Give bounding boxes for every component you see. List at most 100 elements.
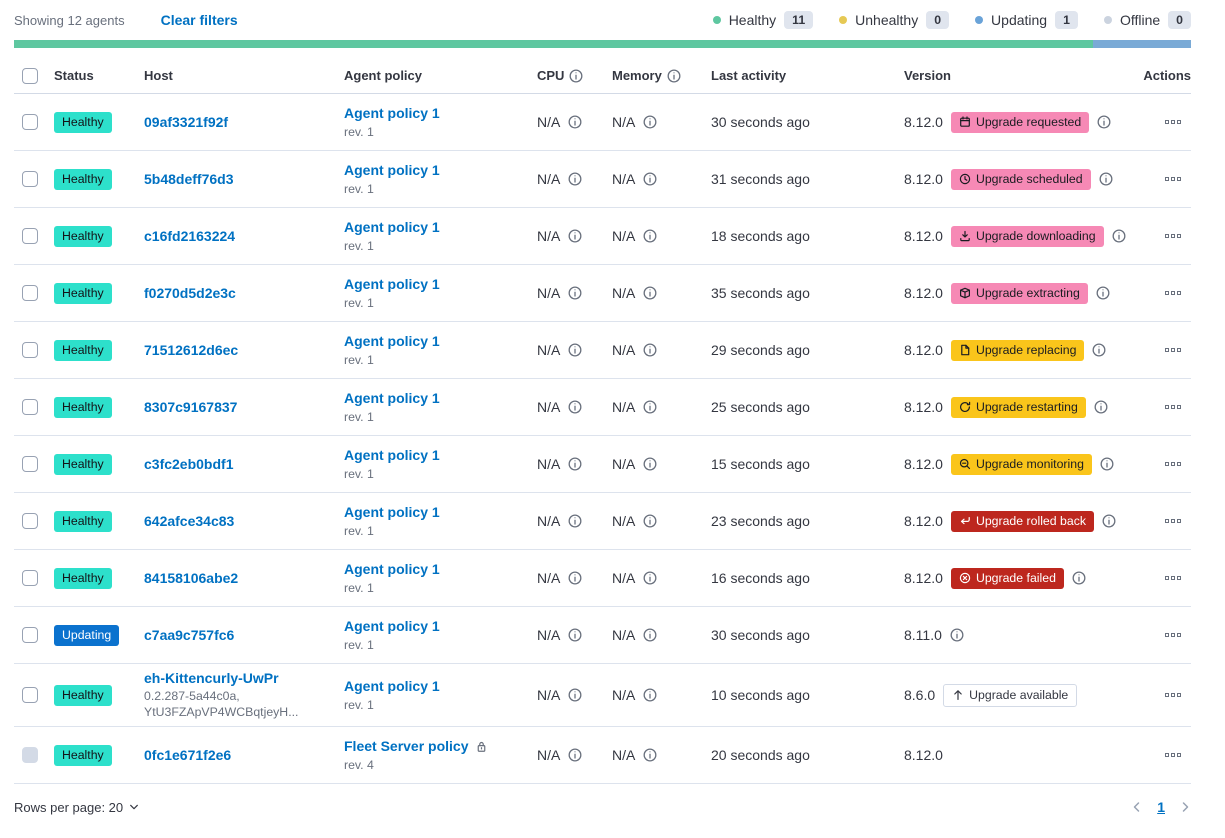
policy-link[interactable]: Agent policy 1 (344, 162, 440, 178)
host-link[interactable]: 8307c9167837 (144, 399, 238, 415)
policy-link[interactable]: Agent policy 1 (344, 618, 440, 634)
agent-actions-button[interactable] (1161, 458, 1185, 470)
table-footer: Rows per page: 20 1 (14, 784, 1191, 830)
row-checkbox[interactable] (22, 399, 38, 415)
cpu-value: N/A (537, 399, 561, 415)
host-link[interactable]: 09af3321f92f (144, 114, 229, 130)
host-link[interactable]: 0fc1e671f2e6 (144, 747, 232, 763)
info-icon[interactable] (1072, 571, 1086, 585)
row-checkbox[interactable] (22, 513, 38, 529)
legend-unhealthy[interactable]: Unhealthy 0 (839, 11, 950, 29)
info-icon[interactable] (667, 69, 681, 83)
legend-offline[interactable]: Offline 0 (1103, 11, 1191, 29)
host-link[interactable]: c7aa9c757fc6 (144, 627, 235, 643)
info-icon[interactable] (568, 172, 582, 186)
legend-healthy[interactable]: Healthy 11 (712, 11, 814, 29)
info-icon[interactable] (643, 571, 657, 585)
row-checkbox[interactable] (22, 627, 38, 643)
policy-link[interactable]: Agent policy 1 (344, 678, 440, 694)
agent-actions-button[interactable] (1161, 572, 1185, 584)
policy-link[interactable]: Agent policy 1 (344, 105, 440, 121)
policy-link[interactable]: Agent policy 1 (344, 504, 440, 520)
agent-actions-button[interactable] (1161, 515, 1185, 527)
row-checkbox[interactable] (22, 687, 38, 703)
agent-actions-button[interactable] (1161, 287, 1185, 299)
info-icon[interactable] (643, 343, 657, 357)
row-checkbox[interactable] (22, 285, 38, 301)
info-icon[interactable] (643, 115, 657, 129)
table-row: Healthy c16fd2163224 Agent policy 1 rev.… (14, 208, 1191, 265)
info-icon[interactable] (568, 229, 582, 243)
info-icon[interactable] (1099, 172, 1113, 186)
policy-link[interactable]: Agent policy 1 (344, 561, 440, 577)
info-icon[interactable] (1094, 400, 1108, 414)
info-icon[interactable] (568, 571, 582, 585)
info-icon[interactable] (568, 343, 582, 357)
page-1-button[interactable]: 1 (1157, 799, 1165, 815)
policy-link[interactable]: Agent policy 1 (344, 390, 440, 406)
info-icon[interactable] (1102, 514, 1116, 528)
host-link[interactable]: 71512612d6ec (144, 342, 239, 358)
legend-updating[interactable]: Updating 1 (975, 11, 1078, 29)
info-icon[interactable] (1092, 343, 1106, 357)
info-icon[interactable] (643, 400, 657, 414)
agent-actions-button[interactable] (1161, 401, 1185, 413)
info-icon[interactable] (643, 229, 657, 243)
host-link[interactable]: eh-Kittencurly-UwPr (144, 670, 279, 686)
info-icon[interactable] (643, 748, 657, 762)
info-icon[interactable] (568, 748, 582, 762)
policy-link[interactable]: Agent policy 1 (344, 219, 440, 235)
agent-actions-button[interactable] (1161, 344, 1185, 356)
host-link[interactable]: 84158106abe2 (144, 570, 239, 586)
host-link[interactable]: f0270d5d2e3c (144, 285, 236, 301)
agent-actions-button[interactable] (1161, 230, 1185, 242)
info-icon[interactable] (950, 628, 964, 642)
previous-page-button[interactable] (1131, 801, 1143, 813)
info-icon[interactable] (1097, 115, 1111, 129)
host-link[interactable]: c16fd2163224 (144, 228, 236, 244)
info-icon[interactable] (568, 688, 582, 702)
host-link[interactable]: 642afce34c83 (144, 513, 235, 529)
info-icon[interactable] (568, 457, 582, 471)
agent-actions-button[interactable] (1161, 116, 1185, 128)
info-icon[interactable] (643, 286, 657, 300)
agent-actions-button[interactable] (1161, 689, 1185, 701)
info-icon[interactable] (1100, 457, 1114, 471)
row-checkbox[interactable] (22, 114, 38, 130)
next-page-button[interactable] (1179, 801, 1191, 813)
policy-link[interactable]: Fleet Server policy (344, 738, 469, 754)
row-checkbox[interactable] (22, 171, 38, 187)
host-link[interactable]: 5b48deff76d3 (144, 171, 234, 187)
info-icon[interactable] (643, 172, 657, 186)
legend-label: Unhealthy (855, 12, 919, 28)
row-checkbox[interactable] (22, 570, 38, 586)
legend-label: Updating (991, 12, 1048, 28)
agent-actions-button[interactable] (1161, 173, 1185, 185)
info-icon[interactable] (568, 400, 582, 414)
info-icon[interactable] (643, 628, 657, 642)
agent-actions-button[interactable] (1161, 749, 1185, 761)
agent-actions-button[interactable] (1161, 629, 1185, 641)
policy-link[interactable]: Agent policy 1 (344, 447, 440, 463)
rows-per-page-button[interactable]: Rows per page: 20 (14, 800, 139, 815)
row-checkbox[interactable] (22, 456, 38, 472)
host-link[interactable]: c3fc2eb0bdf1 (144, 456, 234, 472)
clear-filters-button[interactable]: Clear filters (160, 12, 238, 28)
info-icon[interactable] (643, 514, 657, 528)
clock-icon (959, 173, 971, 185)
info-icon[interactable] (568, 286, 582, 300)
info-icon[interactable] (569, 69, 583, 83)
policy-link[interactable]: Agent policy 1 (344, 276, 440, 292)
info-icon[interactable] (568, 628, 582, 642)
row-checkbox[interactable] (22, 228, 38, 244)
info-icon[interactable] (643, 457, 657, 471)
policy-link[interactable]: Agent policy 1 (344, 333, 440, 349)
memory-value: N/A (612, 747, 636, 763)
info-icon[interactable] (643, 688, 657, 702)
info-icon[interactable] (568, 514, 582, 528)
select-all-checkbox[interactable] (22, 67, 38, 84)
info-icon[interactable] (1096, 286, 1110, 300)
info-icon[interactable] (568, 115, 582, 129)
info-icon[interactable] (1112, 229, 1126, 243)
row-checkbox[interactable] (22, 342, 38, 358)
